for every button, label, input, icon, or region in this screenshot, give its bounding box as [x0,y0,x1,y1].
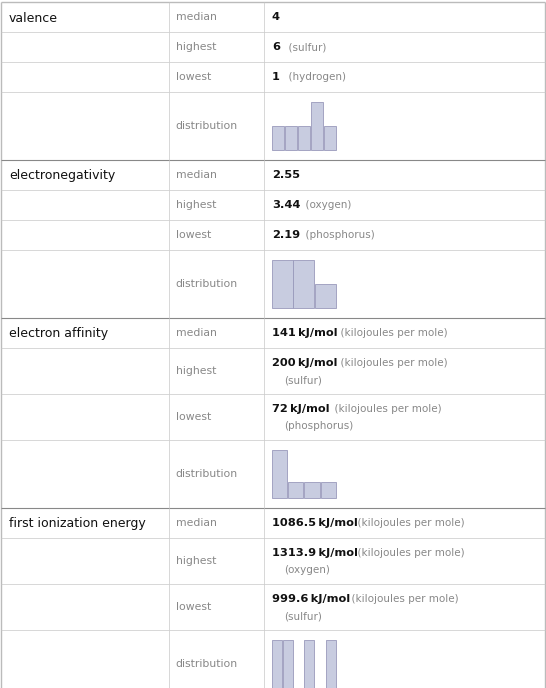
Text: (kilojoules per mole): (kilojoules per mole) [328,404,442,413]
Text: first ionization energy: first ionization energy [9,517,146,530]
Text: 3.44: 3.44 [272,200,300,210]
Text: highest: highest [176,366,216,376]
Text: median: median [176,328,216,338]
Bar [324,126,336,150]
Bar [285,126,297,150]
Bar [315,284,336,308]
Text: 141 kJ/mol: 141 kJ/mol [272,328,337,338]
Text: highest: highest [176,42,216,52]
Text: 6: 6 [272,42,280,52]
Text: 1: 1 [272,72,280,82]
Text: (sulfur): (sulfur) [282,42,326,52]
Text: (kilojoules per mole): (kilojoules per mole) [334,328,447,338]
Text: 2.19: 2.19 [272,230,300,240]
Text: electronegativity: electronegativity [9,169,115,182]
Bar [293,260,314,308]
Text: (oxygen): (oxygen) [299,200,351,210]
Text: highest: highest [176,556,216,566]
Bar [272,450,287,498]
Text: 999.6 kJ/mol: 999.6 kJ/mol [272,594,350,604]
Text: lowest: lowest [176,412,211,422]
Text: median: median [176,518,216,528]
Text: (kilojoules per mole): (kilojoules per mole) [351,518,465,528]
Text: lowest: lowest [176,230,211,240]
Text: (phosphorus): (phosphorus) [284,421,353,431]
Text: 4: 4 [272,12,280,22]
Text: 1086.5 kJ/mol: 1086.5 kJ/mol [272,518,358,528]
Text: electron affinity: electron affinity [9,327,108,341]
Bar [298,126,310,150]
Text: valence: valence [9,12,58,25]
Text: (kilojoules per mole): (kilojoules per mole) [351,548,465,558]
Text: (kilojoules per mole): (kilojoules per mole) [334,358,447,367]
Text: (oxygen): (oxygen) [284,566,330,575]
Bar [272,260,293,308]
Bar [326,640,336,688]
Text: highest: highest [176,200,216,210]
Text: distribution: distribution [176,659,238,669]
Bar [272,640,282,688]
Bar [304,640,314,688]
Text: 72 kJ/mol: 72 kJ/mol [272,404,329,413]
Text: 200 kJ/mol: 200 kJ/mol [272,358,337,367]
Text: distribution: distribution [176,469,238,479]
Text: median: median [176,170,216,180]
Text: (kilojoules per mole): (kilojoules per mole) [346,594,459,604]
Bar [321,482,336,498]
Text: lowest: lowest [176,602,211,612]
Bar [311,102,323,150]
Bar [304,482,320,498]
Text: (sulfur): (sulfur) [284,375,322,385]
Text: (hydrogen): (hydrogen) [282,72,346,82]
Text: lowest: lowest [176,72,211,82]
Text: 2.55: 2.55 [272,170,300,180]
Bar [288,482,304,498]
Bar [272,126,284,150]
Bar [283,640,293,688]
Text: 1313.9 kJ/mol: 1313.9 kJ/mol [272,548,358,558]
Text: distribution: distribution [176,279,238,289]
Text: (phosphorus): (phosphorus) [299,230,375,240]
Text: median: median [176,12,216,22]
Text: distribution: distribution [176,121,238,131]
Text: (sulfur): (sulfur) [284,611,322,621]
